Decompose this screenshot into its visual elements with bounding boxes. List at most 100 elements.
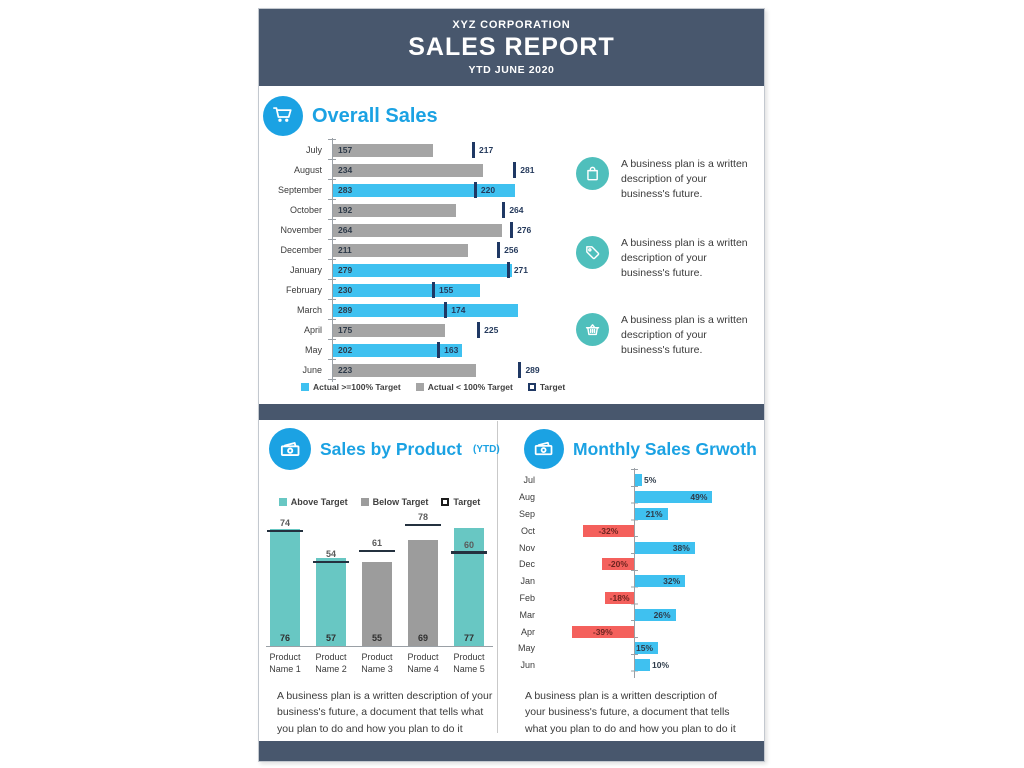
overall-month-label: May — [304, 345, 322, 355]
money-icon — [269, 428, 311, 470]
shopping-cart-icon — [263, 96, 303, 136]
growth-chart-row: Jan 32% — [501, 573, 756, 590]
overall-actual-value: 211 — [338, 245, 352, 255]
overall-target-value: 217 — [479, 145, 494, 155]
product-bar: 69 — [408, 539, 438, 646]
overall-axis-line — [332, 138, 333, 382]
overall-month-label: June — [302, 365, 322, 375]
overall-target-marker — [472, 142, 475, 158]
overall-actual-value: 264 — [338, 225, 353, 235]
growth-axis-line — [634, 468, 635, 678]
report-subtitle: YTD JUNE 2020 — [468, 64, 555, 77]
overall-actual-bar: 223 — [332, 363, 476, 377]
callout-text: A business plan is a written description… — [621, 314, 748, 357]
legend-item: Target — [441, 497, 480, 507]
growth-month-label: Apr — [520, 626, 535, 637]
growth-value: 10% — [652, 660, 670, 671]
growth-value: -20% — [608, 559, 628, 570]
callout-item: A business plan is a written description… — [576, 236, 756, 282]
overall-target-marker — [437, 342, 441, 358]
overall-chart-row: March 289 174 — [259, 300, 559, 320]
growth-chart: Jul 5% Aug 49% Sep 21% Oct -32% Nov 38% Dec -20% Jan… — [501, 468, 756, 679]
growth-bar: 15% — [634, 642, 658, 655]
overall-target-value: 256 — [504, 245, 519, 255]
sales-by-product-title: Sales by Product — [320, 438, 462, 459]
report-page: XYZ CORPORATION SALES REPORT YTD JUNE 20… — [258, 8, 765, 762]
product-category-label: Product Name 4 — [407, 652, 439, 675]
growth-value: -39% — [592, 626, 613, 637]
product-target-value: 78 — [417, 512, 428, 523]
report-title: SALES REPORT — [408, 32, 615, 61]
growth-chart-row: Oct -32% — [501, 522, 756, 539]
overall-actual-value: 230 — [338, 285, 353, 295]
legend-swatch — [527, 383, 536, 391]
overall-target-marker — [502, 202, 506, 218]
legend-swatch — [415, 383, 424, 391]
overall-target-value: 264 — [509, 205, 524, 215]
overall-target-value: 163 — [444, 345, 459, 355]
product-target-value: 74 — [279, 518, 290, 529]
growth-value: -32% — [598, 525, 619, 536]
section-divider-bar — [259, 404, 764, 420]
legend-item: Target — [527, 382, 565, 392]
overall-chart-row: May 202 163 — [259, 340, 559, 360]
product-category-labels: Product Name 1 Product Name 2 Product Name… — [266, 651, 493, 681]
overall-sales-heading: Overall Sales — [263, 96, 438, 136]
growth-chart-row: Mar 26% — [501, 606, 756, 623]
product-legend: Above Target Below Target Target — [266, 497, 493, 507]
overall-chart-rows: July 157 217 August 234 281 September 283 220 Oct… — [259, 140, 559, 380]
overall-target-value: 271 — [513, 265, 529, 275]
overall-actual-value: 175 — [338, 325, 353, 335]
growth-month-label: Mar — [519, 609, 536, 620]
growth-bar: -32% — [582, 524, 634, 537]
growth-bar: -20% — [602, 558, 634, 571]
overall-actual-bar: 230 — [332, 283, 481, 297]
legend-swatch — [301, 383, 309, 391]
legend-swatch — [441, 498, 450, 506]
growth-chart-row: Jul 5% — [501, 472, 756, 489]
overall-month-label: September — [277, 185, 322, 195]
overall-target-marker — [497, 242, 501, 258]
product-target-line — [405, 523, 441, 527]
growth-bar: 32% — [634, 575, 686, 588]
growth-month-label: Aug — [518, 492, 535, 503]
product-target-line — [451, 551, 487, 554]
product-value: 77 — [463, 633, 474, 643]
product-target-value: 54 — [325, 549, 336, 560]
overall-chart-row: July 157 217 — [259, 140, 559, 160]
growth-month-label: Jun — [520, 660, 535, 671]
growth-value: 5% — [644, 475, 657, 486]
shopping-bag-icon — [576, 157, 609, 190]
overall-actual-bar: 157 — [332, 143, 434, 157]
overall-bar-track: 211 256 — [332, 240, 547, 260]
product-category-label: Product Name 5 — [453, 652, 485, 675]
growth-bar — [634, 474, 642, 487]
growth-bar: 21% — [634, 507, 668, 520]
legend-item: Below Target — [360, 497, 428, 507]
growth-chart-row: Aug 49% — [501, 489, 756, 506]
growth-month-label: Jul — [523, 475, 535, 486]
growth-chart-rows: Jul 5% Aug 49% Sep 21% Oct -32% Nov 38% Dec -20% Jan… — [501, 472, 756, 674]
product-value: 76 — [279, 633, 290, 643]
product-footnote: A business plan is a written description… — [277, 690, 493, 735]
overall-actual-bar: 283 — [332, 183, 515, 197]
growth-value: 38% — [672, 542, 690, 553]
overall-actual-bar: 289 — [332, 303, 519, 317]
overall-chart-row: October 192 264 — [259, 200, 559, 220]
overall-target-marker — [510, 222, 514, 238]
legend-swatch — [278, 498, 287, 506]
growth-month-label: Sep — [518, 508, 535, 519]
overall-actual-value: 289 — [338, 305, 353, 315]
overall-actual-value: 157 — [338, 145, 353, 155]
overall-month-label: August — [293, 165, 322, 175]
growth-month-label: Dec — [518, 559, 535, 570]
product-bar: 76 — [270, 529, 300, 646]
product-axis-line — [266, 646, 493, 647]
overall-bar-track: 289 174 — [332, 300, 547, 320]
overall-actual-bar: 234 — [332, 163, 483, 177]
overall-chart-row: December 211 256 — [259, 240, 559, 260]
company-name: XYZ CORPORATION — [452, 18, 571, 31]
product-chart: 76 74 57 54 55 61 69 78 77 60 — [266, 512, 493, 646]
overall-actual-value: 223 — [338, 365, 353, 375]
